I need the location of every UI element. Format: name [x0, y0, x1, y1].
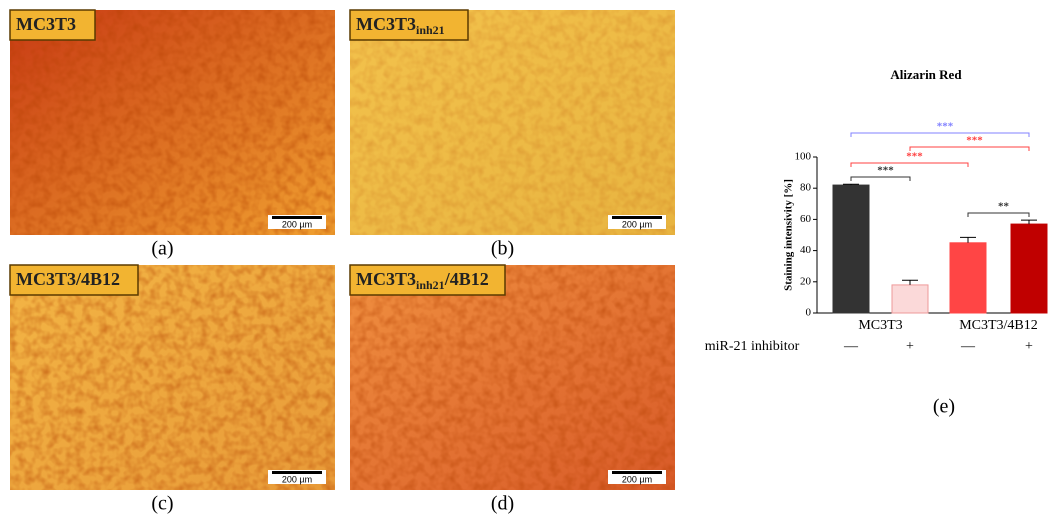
bar	[892, 285, 928, 313]
micrograph-panel: MC3T3inh21/4B12 200 µm (d)	[350, 265, 675, 515]
significance-bracket	[910, 147, 1029, 151]
bar	[833, 185, 869, 313]
error-bar	[1021, 220, 1037, 224]
significance-bracket	[851, 163, 968, 167]
label-suffix: /4B12	[444, 269, 489, 289]
y-tick-label: 60	[800, 213, 812, 225]
y-tick-label: 100	[795, 151, 812, 163]
panel-caption: (c)	[151, 493, 173, 515]
error-bar	[902, 280, 918, 285]
error-bar	[960, 237, 976, 242]
significance-label: ***	[877, 165, 894, 177]
cell-texture	[10, 265, 335, 490]
bar	[1011, 224, 1047, 313]
x-category-label: +	[1025, 339, 1033, 354]
significance-bracket	[968, 213, 1029, 217]
cell-texture	[350, 10, 675, 235]
panel-caption: (a)	[151, 238, 173, 260]
y-tick-label: 40	[800, 244, 812, 256]
scale-label: 200 µm	[622, 474, 652, 484]
cell-texture	[350, 265, 675, 490]
significance-label: ***	[966, 135, 983, 147]
chart-title: Alizarin Red	[890, 67, 962, 82]
row-label: miR-21 inhibitor	[705, 339, 800, 354]
x-category-label: +	[906, 339, 914, 354]
y-tick-label: 0	[806, 307, 812, 319]
figure: MC3T3200 µm(a)MC3T3inh21200 µm(b)MC3T3/4…	[0, 0, 1053, 521]
x-category-label: —	[843, 339, 859, 354]
label-sub: inh21	[416, 23, 445, 37]
significance-bracket	[851, 133, 1029, 137]
label-sub: inh21	[416, 278, 445, 292]
panel-label: MC3T3/4B12	[16, 269, 120, 289]
panel-caption: (d)	[491, 493, 514, 515]
y-tick-label: 20	[800, 275, 812, 287]
micrograph-panel: MC3T3inh21 200 µm (b)	[350, 10, 675, 260]
significance-label: ***	[937, 121, 954, 133]
x-category-label: —	[960, 339, 976, 354]
significance-label: ***	[906, 151, 923, 163]
label-main: MC3T3	[356, 269, 416, 289]
scale-label: 200 µm	[282, 474, 312, 484]
micrograph-panel: MC3T3 200 µm (a)	[10, 10, 335, 260]
panel-label: MC3T3	[16, 14, 76, 34]
chart-caption: (e)	[933, 396, 955, 418]
label-main: MC3T3	[16, 14, 76, 34]
scale-label: 200 µm	[282, 219, 312, 229]
panel-caption: (b)	[491, 238, 514, 260]
y-axis-label: Staining intensivity [%]	[783, 179, 795, 291]
group-label: MC3T3	[858, 318, 902, 333]
micrograph-panel: MC3T3/4B12 200 µm (c)	[10, 265, 335, 515]
cell-texture	[10, 10, 335, 235]
y-tick-label: 80	[800, 182, 812, 194]
group-label: MC3T3/4B12	[959, 318, 1038, 333]
significance-bracket	[851, 177, 910, 181]
label-main: MC3T3/4B12	[16, 269, 120, 289]
bar	[950, 243, 986, 313]
scale-label: 200 µm	[622, 219, 652, 229]
significance-label: **	[998, 201, 1010, 213]
label-main: MC3T3	[356, 14, 416, 34]
